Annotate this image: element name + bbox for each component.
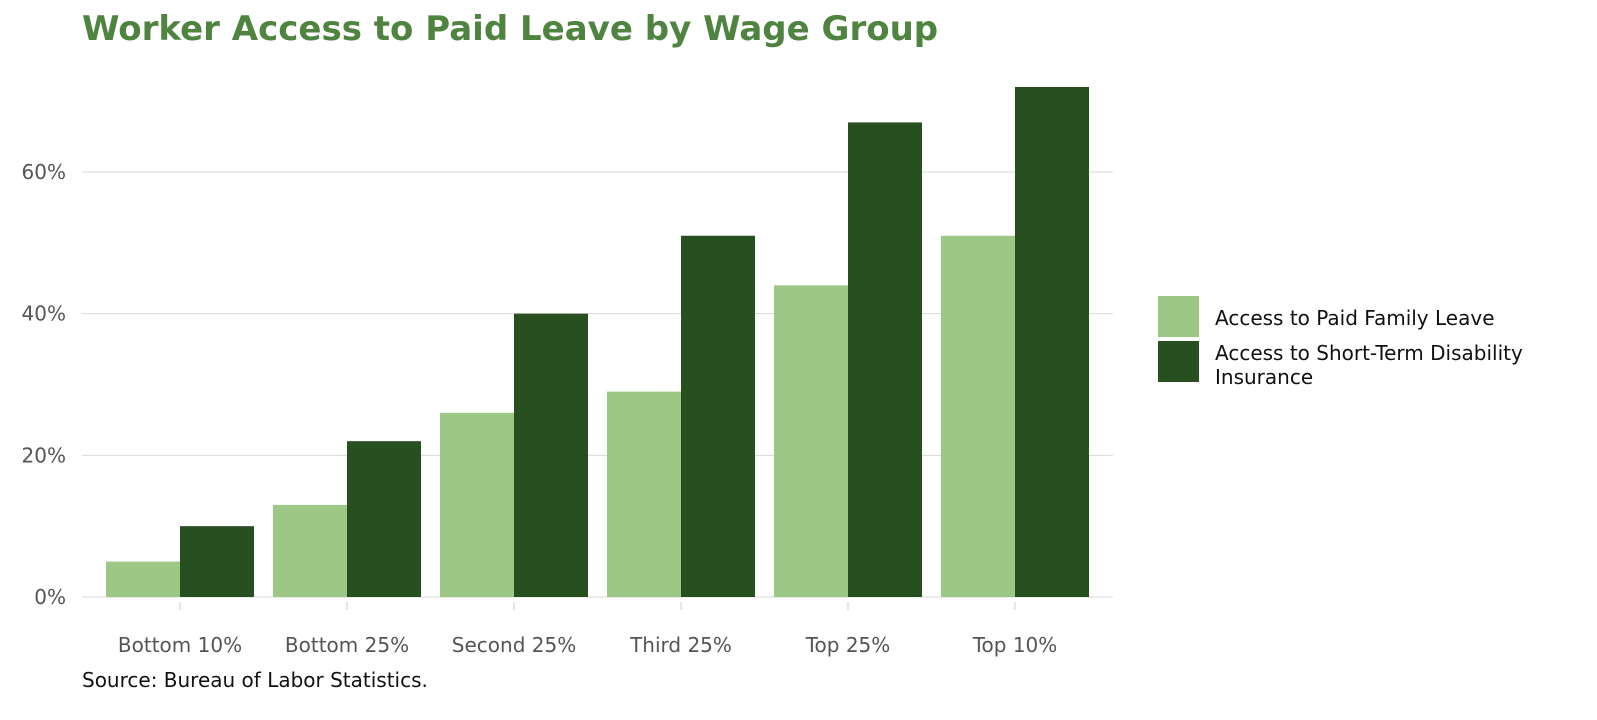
legend-label-paid-family-leave: Access to Paid Family Leave [1215, 306, 1495, 330]
legend-item-short-term-disability: Access to Short-Term Disability Insuranc… [1158, 341, 1575, 389]
chart-title: Worker Access to Paid Leave by Wage Grou… [82, 9, 939, 49]
bar-short-term-disability [347, 441, 421, 597]
bar-short-term-disability [681, 235, 755, 597]
bar-short-term-disability [1015, 87, 1089, 597]
x-tick-label: Top 10% [972, 633, 1058, 657]
x-tick-label: Top 25% [805, 633, 891, 657]
bar-short-term-disability [180, 526, 254, 597]
bar-paid-family-leave [440, 412, 514, 597]
y-tick-label: 20% [22, 443, 66, 467]
y-tick-label: 40% [22, 302, 66, 326]
x-tick-label: Third 25% [629, 633, 732, 657]
bar-paid-family-leave [273, 504, 347, 597]
bar-short-term-disability [514, 313, 588, 597]
legend-swatch-short-term-disability [1158, 341, 1199, 382]
bar-paid-family-leave [774, 285, 848, 597]
bar-paid-family-leave [106, 561, 180, 597]
x-tick-label: Bottom 25% [285, 633, 409, 657]
legend-label-short-term-disability: Access to Short-Term Disability Insuranc… [1215, 341, 1523, 389]
x-tick-label: Second 25% [452, 633, 576, 657]
source-note: Source: Bureau of Labor Statistics. [82, 668, 428, 692]
legend-item-paid-family-leave: Access to Paid Family Leave [1158, 296, 1575, 337]
legend-swatch-paid-family-leave [1158, 296, 1199, 337]
bars [106, 87, 1089, 598]
y-tick-label: 0% [34, 585, 66, 609]
bar-paid-family-leave [607, 391, 681, 597]
y-tick-label: 60% [22, 160, 66, 184]
x-tick-label: Bottom 10% [118, 633, 242, 657]
bar-paid-family-leave [941, 235, 1015, 597]
bar-short-term-disability [848, 122, 922, 598]
legend: Access to Paid Family Leave Access to Sh… [1158, 296, 1575, 393]
axes: 0% 20% 40% 60% Bottom 10% Bottom 25% Second 25… [22, 160, 1058, 657]
